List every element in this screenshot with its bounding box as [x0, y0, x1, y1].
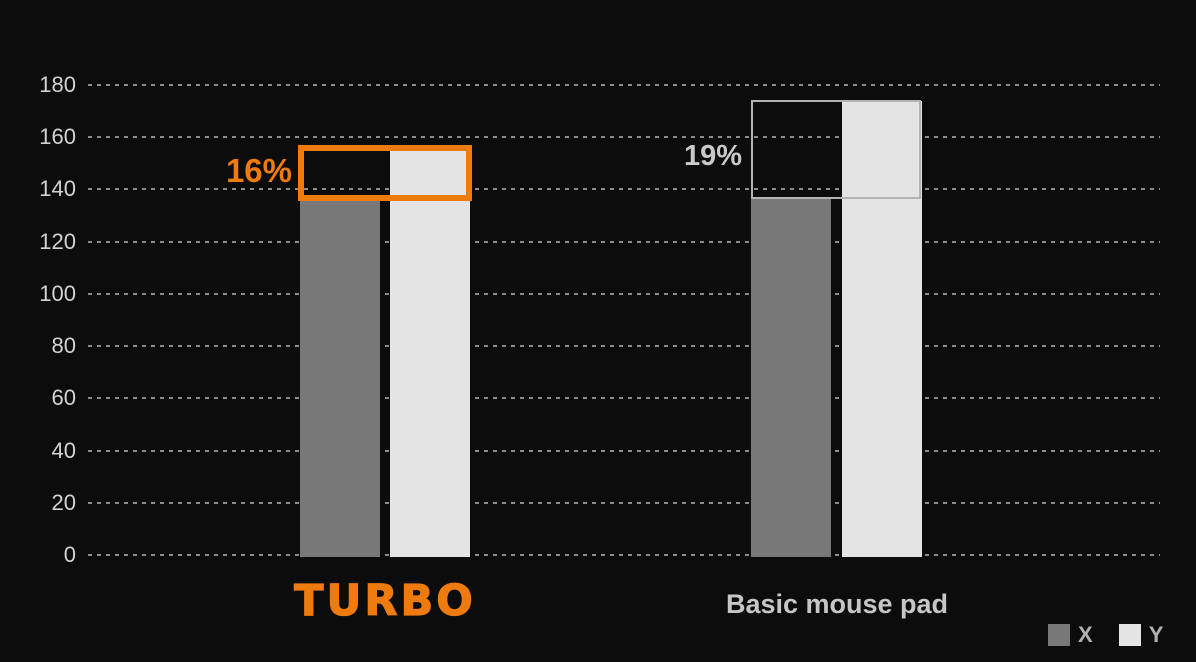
gridline-y-20	[88, 501, 1160, 504]
gridline-y-60	[88, 397, 1160, 400]
y-tick-label-160: 160	[39, 124, 76, 150]
annotation-turbo-percent: 16%	[225, 152, 292, 189]
gridline-y-160	[88, 136, 1160, 139]
gridline-y-80	[88, 345, 1160, 348]
category-label-turbo: TURBO	[294, 575, 476, 626]
bar-y-turbo	[390, 147, 470, 557]
legend-swatch-x	[1048, 624, 1070, 646]
bar-x-basic-mouse-pad	[751, 197, 831, 557]
legend-swatch-y	[1118, 624, 1141, 646]
annotation-basic-percent: 19%	[683, 140, 742, 172]
y-tick-label-100: 100	[39, 280, 76, 306]
y-tick-label-80: 80	[51, 333, 76, 359]
bar-x-turbo	[300, 197, 380, 557]
legend-label-y: Y	[1148, 622, 1164, 647]
gridline-y-40	[88, 449, 1160, 452]
gridline-y-0	[88, 554, 1160, 556]
highlight-box-basic-mouse-pad	[751, 99, 921, 199]
y-tick-label-40: 40	[51, 437, 76, 463]
gridline-y-120	[88, 240, 1160, 243]
legend: X Y	[1048, 622, 1163, 648]
bar-y-basic-mouse-pad	[842, 100, 922, 557]
category-label-basic-mouse-pad: Basic mouse pad	[725, 589, 949, 619]
y-tick-label-60: 60	[51, 385, 76, 411]
y-tick-label-20: 20	[51, 489, 76, 515]
y-tick-label-120: 120	[39, 228, 76, 254]
legend-label-x: X	[1078, 622, 1093, 647]
highlight-box-turbo	[298, 144, 472, 202]
y-tick-label-180: 180	[39, 72, 76, 97]
gridline-y-100	[88, 292, 1160, 295]
y-tick-label-140: 140	[39, 176, 76, 202]
y-tick-label-0: 0	[63, 542, 76, 567]
gridline-y-180	[88, 84, 1160, 86]
gridline-y-140	[88, 188, 1160, 191]
